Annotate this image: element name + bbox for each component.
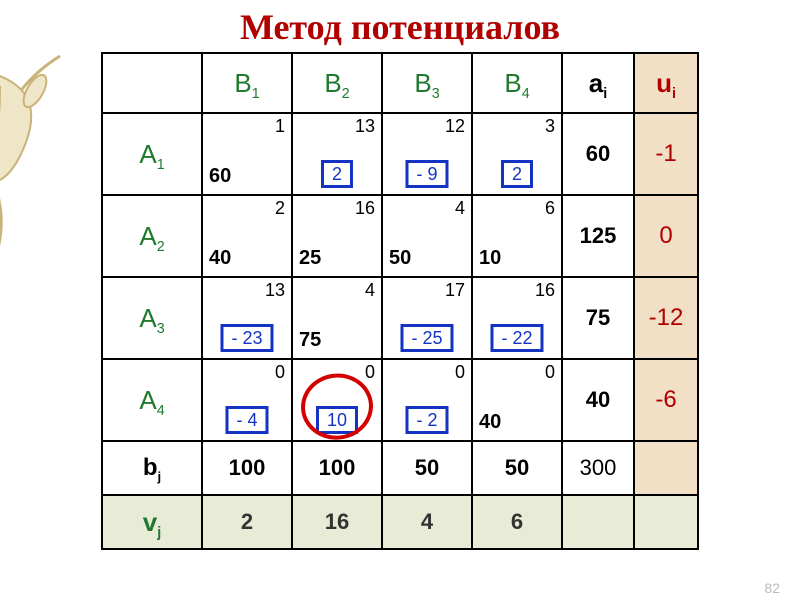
cell-1-1: 1 60 [202, 113, 292, 195]
cell-4-4: 0 40 [472, 359, 562, 441]
bj-value: 50 [382, 441, 472, 495]
ui-value: 0 [634, 195, 698, 277]
cell-3-3: 17 - 25 [382, 277, 472, 359]
cost: 17 [445, 280, 465, 301]
bj-ui-empty [634, 441, 698, 495]
slide-title: Метод потенциалов [0, 6, 800, 48]
cost: 3 [545, 116, 555, 137]
vj-empty [634, 495, 698, 549]
cost: 1 [275, 116, 285, 137]
slide-decoration [0, 46, 80, 366]
cost: 16 [535, 280, 555, 301]
allocation: 40 [209, 247, 231, 270]
cell-2-1: 2 40 [202, 195, 292, 277]
allocation: 40 [479, 411, 501, 434]
cell-4-1: 0 - 4 [202, 359, 292, 441]
cost: 4 [365, 280, 375, 301]
row-label-a4: A4 [102, 359, 202, 441]
allocation: 75 [299, 329, 321, 352]
row-a1: A1 1 60 13 2 12 - 9 3 2 60 -1 [102, 113, 698, 195]
page-number: 82 [764, 580, 780, 596]
vj-value: 4 [382, 495, 472, 549]
cost: 2 [275, 198, 285, 219]
cell-4-2: 0 10 [292, 359, 382, 441]
cost: 0 [365, 362, 375, 383]
bj-value: 50 [472, 441, 562, 495]
cost: 12 [445, 116, 465, 137]
col-header-b3: B3 [382, 53, 472, 113]
row-label-a2: A2 [102, 195, 202, 277]
cell-1-3: 12 - 9 [382, 113, 472, 195]
allocation: 60 [209, 165, 231, 188]
vj-value: 6 [472, 495, 562, 549]
cost: 6 [545, 198, 555, 219]
delta-box: - 23 [220, 324, 273, 352]
transport-table: B1 B2 B3 B4 ai ui A1 1 60 13 2 12 - 9 3 … [101, 52, 699, 550]
delta-box: - 25 [400, 324, 453, 352]
total-value: 300 [562, 441, 634, 495]
vj-empty [562, 495, 634, 549]
vj-value: 2 [202, 495, 292, 549]
cell-1-4: 3 2 [472, 113, 562, 195]
cell-2-4: 6 10 [472, 195, 562, 277]
allocation: 50 [389, 247, 411, 270]
ai-header: ai [562, 53, 634, 113]
ai-value: 60 [562, 113, 634, 195]
cell-2-3: 4 50 [382, 195, 472, 277]
row-a3: A3 13 - 23 4 75 17 - 25 16 - 22 75 -12 [102, 277, 698, 359]
cell-2-2: 16 25 [292, 195, 382, 277]
bj-value: 100 [202, 441, 292, 495]
ai-value: 40 [562, 359, 634, 441]
ui-value: -6 [634, 359, 698, 441]
col-header-b2: B2 [292, 53, 382, 113]
row-label-a3: A3 [102, 277, 202, 359]
header-row: B1 B2 B3 B4 ai ui [102, 53, 698, 113]
cell-3-2: 4 75 [292, 277, 382, 359]
ai-value: 75 [562, 277, 634, 359]
corner-cell [102, 53, 202, 113]
row-a2: A2 2 40 16 25 4 50 6 10 125 0 [102, 195, 698, 277]
bj-value: 100 [292, 441, 382, 495]
delta-box: 2 [501, 160, 533, 188]
vj-value: 16 [292, 495, 382, 549]
delta-box: - 9 [405, 160, 448, 188]
col-header-b4: B4 [472, 53, 562, 113]
bj-row: bj 100 100 50 50 300 [102, 441, 698, 495]
row-a4: A4 0 - 4 0 10 0 - 2 0 40 40 -6 [102, 359, 698, 441]
delta-box: - 22 [490, 324, 543, 352]
delta-box: - 4 [225, 406, 268, 434]
ui-value: -1 [634, 113, 698, 195]
cost: 0 [275, 362, 285, 383]
vj-row: vj 2 16 4 6 [102, 495, 698, 549]
row-label-a1: A1 [102, 113, 202, 195]
allocation: 25 [299, 247, 321, 270]
delta-box: - 2 [405, 406, 448, 434]
delta-box: 10 [316, 406, 358, 434]
col-header-b1: B1 [202, 53, 292, 113]
delta-box: 2 [321, 160, 353, 188]
cell-4-3: 0 - 2 [382, 359, 472, 441]
cost: 0 [455, 362, 465, 383]
bj-label: bj [102, 441, 202, 495]
allocation: 10 [479, 247, 501, 270]
cost: 13 [265, 280, 285, 301]
cost: 0 [545, 362, 555, 383]
ui-header: ui [634, 53, 698, 113]
cell-1-2: 13 2 [292, 113, 382, 195]
vj-label: vj [102, 495, 202, 549]
cost: 13 [355, 116, 375, 137]
cost: 16 [355, 198, 375, 219]
ai-value: 125 [562, 195, 634, 277]
cell-3-1: 13 - 23 [202, 277, 292, 359]
ui-value: -12 [634, 277, 698, 359]
cell-3-4: 16 - 22 [472, 277, 562, 359]
cost: 4 [455, 198, 465, 219]
